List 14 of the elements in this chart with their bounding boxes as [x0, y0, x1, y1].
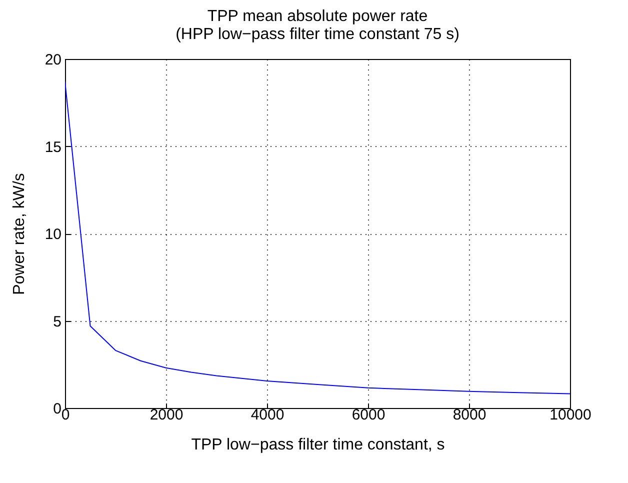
y-tick-label: 20	[44, 52, 62, 68]
y-axis-title: Power rate, kW/s	[10, 173, 28, 295]
y-tick-label: 5	[53, 313, 62, 330]
x-tick-label: 2000	[150, 406, 184, 424]
x-axis-title: TPP low−pass filter time constant, s	[191, 436, 445, 454]
x-tick-label: 6000	[352, 406, 386, 424]
chart-subtitle: (HPP low−pass filter time constant 75 s)	[176, 26, 460, 43]
y-tick-label: 15	[44, 138, 62, 156]
line-series	[65, 81, 570, 394]
x-tick-label: 10000	[550, 406, 592, 424]
y-tick-label: 10	[44, 226, 62, 243]
x-tick-label: 8000	[452, 406, 486, 424]
chart-title: TPP mean absolute power rate	[207, 8, 428, 25]
x-tick-label: 4000	[250, 406, 284, 424]
